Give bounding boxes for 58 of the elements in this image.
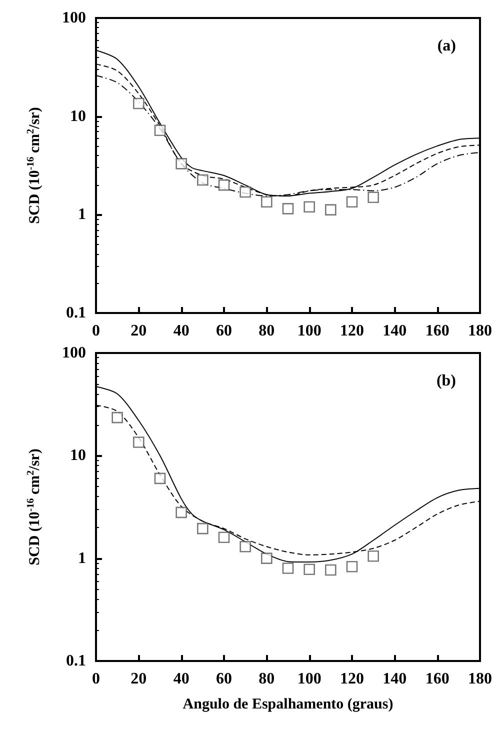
annotation: (a) — [437, 38, 456, 54]
y-tick-label: 0.1 — [66, 652, 86, 670]
point — [304, 564, 315, 576]
point — [133, 98, 144, 110]
point — [282, 203, 294, 214]
annotation: (b) — [436, 372, 456, 390]
point — [112, 412, 123, 424]
x-tick-label: 40 — [173, 322, 190, 340]
point — [133, 436, 144, 448]
point — [261, 552, 272, 564]
y-axis-title: SCD (10-16 cm2/sr) — [26, 448, 43, 566]
x-tick-label: 60 — [216, 322, 232, 340]
x-tick-label: 180 — [468, 322, 492, 340]
point — [176, 158, 187, 170]
point — [176, 506, 187, 518]
x-tick-label: 20 — [130, 322, 147, 340]
y-tick-label: 0.1 — [66, 304, 86, 322]
point — [304, 201, 315, 213]
y-tick-label: 100 — [62, 10, 86, 26]
x-tick-label: 120 — [340, 670, 364, 688]
x-tick-label: 80 — [258, 670, 275, 688]
x-tick-label: 140 — [382, 670, 407, 688]
point — [325, 564, 336, 576]
point — [368, 192, 379, 203]
x-tick-label: 0 — [92, 670, 100, 688]
point — [261, 196, 272, 208]
point — [240, 186, 251, 198]
x-tick-label: 80 — [258, 322, 275, 340]
x-tick-label: 180 — [468, 670, 492, 688]
x-tick-label: 0 — [92, 322, 100, 340]
point — [240, 540, 251, 552]
x-tick-label: 60 — [216, 670, 232, 688]
y-tick-label: 1 — [78, 550, 86, 567]
point — [154, 124, 166, 136]
y-tick-label: 10 — [70, 447, 86, 464]
x-tick-label: 20 — [130, 670, 147, 688]
point — [346, 196, 358, 208]
x-tick-label: 160 — [425, 670, 450, 688]
point — [197, 174, 208, 186]
y-tick-label: 100 — [62, 344, 86, 362]
x-tick-label: 120 — [340, 322, 364, 340]
point — [346, 560, 358, 572]
x-tick-label: 100 — [297, 322, 322, 340]
point — [218, 179, 230, 191]
point — [154, 472, 166, 484]
point — [325, 204, 336, 216]
x-tick-label: 100 — [297, 670, 322, 688]
y-axis-title: SCD (10-16 cm2/sr) — [26, 107, 43, 224]
y-tick-label: 10 — [70, 108, 86, 125]
point — [282, 562, 294, 574]
point — [197, 522, 208, 534]
y-tick-label: 1 — [78, 206, 86, 224]
x-tick-label: 40 — [173, 670, 190, 688]
point — [368, 550, 379, 562]
x-axis-title: Angulo de Espalhamento (graus) — [182, 696, 394, 712]
x-tick-label: 140 — [382, 322, 407, 340]
x-tick-label: 160 — [425, 322, 450, 340]
point — [218, 532, 230, 544]
